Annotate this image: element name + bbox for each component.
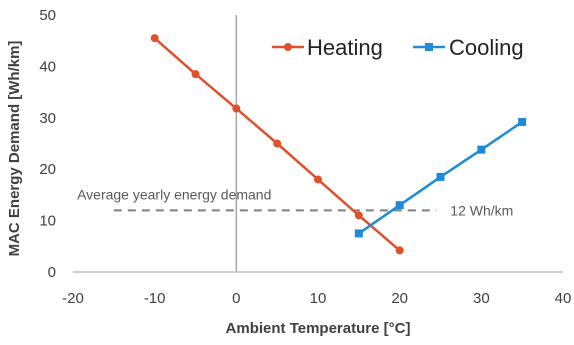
data-point-heating <box>273 139 282 148</box>
legend-heating-label: Heating <box>307 35 383 60</box>
y-tick-label: 40 <box>39 58 56 75</box>
y-tick-label: 0 <box>48 264 56 281</box>
y-axis-title: MAC Energy Demand [Wh/km] <box>6 41 23 257</box>
y-tick-label: 30 <box>39 110 56 127</box>
y-tick-label: 20 <box>39 161 56 178</box>
data-point-heating <box>354 211 363 220</box>
y-tick-labels: 0 10 20 30 40 50 <box>39 7 56 281</box>
x-tick-label: 30 <box>473 290 490 307</box>
data-point-cooling <box>518 117 527 126</box>
legend-cooling-label: Cooling <box>449 35 524 60</box>
y-tick-label: 50 <box>39 7 56 24</box>
legend-cooling-marker <box>425 43 433 51</box>
y-tick-label: 10 <box>39 213 56 230</box>
data-point-heating <box>395 246 404 255</box>
x-tick-label: 0 <box>232 290 240 307</box>
data-point-heating <box>191 70 200 79</box>
x-tick-labels: -20 -10 0 10 20 30 40 <box>62 290 571 307</box>
average-demand-label: Average yearly energy demand <box>77 186 271 202</box>
data-point-cooling <box>354 229 363 238</box>
x-axis-title: Ambient Temperature [°C] <box>226 320 411 337</box>
data-point-cooling <box>477 145 486 154</box>
data-point-heating <box>314 175 322 184</box>
data-point-cooling <box>395 201 404 210</box>
legend: Heating Cooling <box>272 35 524 60</box>
x-tick-label: 20 <box>391 290 408 307</box>
data-point-heating <box>150 34 159 43</box>
series-layer <box>150 34 527 255</box>
data-point-cooling <box>436 172 445 181</box>
x-tick-label: 40 <box>555 290 572 307</box>
data-point-heating <box>232 104 241 113</box>
x-tick-label: 10 <box>310 290 327 307</box>
x-tick-label: -10 <box>144 290 166 307</box>
average-demand-value-label: 12 Wh/km <box>450 202 513 218</box>
legend-heating-marker <box>284 43 292 51</box>
x-tick-label: -20 <box>62 290 84 307</box>
